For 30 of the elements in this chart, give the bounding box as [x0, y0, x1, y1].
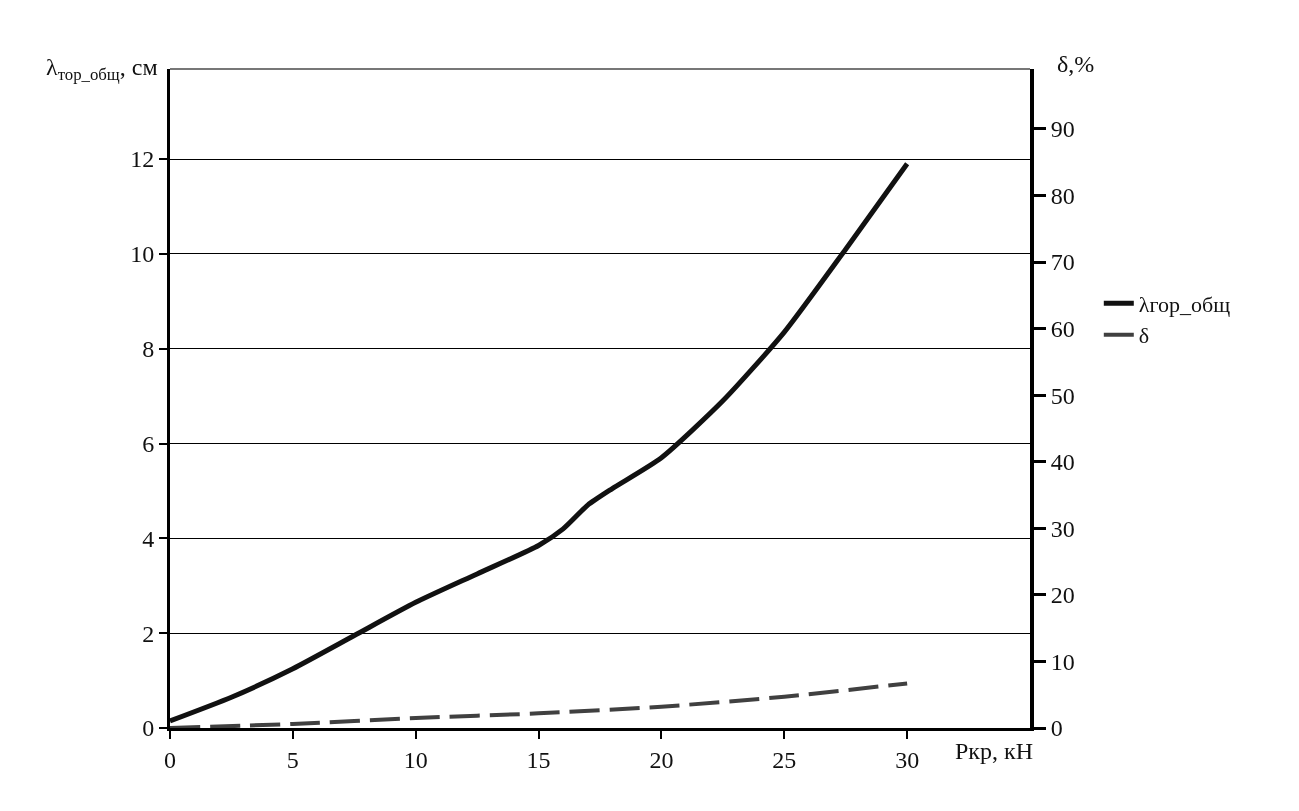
y-tick-label: 8	[142, 336, 155, 363]
legend-label: δ	[1138, 323, 1150, 349]
x-tick-label: 25	[772, 746, 797, 773]
y2-tick-label: 70	[1050, 249, 1075, 276]
y2-tick-label: 30	[1050, 515, 1075, 542]
y2-tick-label: 50	[1050, 382, 1075, 409]
y2-tick-label: 10	[1050, 648, 1075, 675]
y-tick-label: 6	[142, 430, 155, 457]
y-tick-label: 2	[142, 620, 155, 647]
x-tick-label: 20	[649, 746, 674, 773]
y2-axis-title: δ,%	[1057, 51, 1095, 77]
x-axis-title: Ркр, кН	[955, 738, 1033, 764]
y-tick-label: 12	[130, 146, 155, 173]
y2-tick-label: 0	[1050, 715, 1063, 742]
y-tick-label: 4	[142, 525, 155, 552]
x-tick-label: 30	[895, 746, 920, 773]
y-axis-title: λ$_{тор_общ}$, см	[46, 54, 158, 85]
y-tick-label: 10	[130, 241, 155, 268]
x-tick-label: 5	[286, 746, 299, 773]
x-tick-label: 15	[526, 746, 551, 773]
line-series	[170, 681, 910, 728]
y2-tick-label: 40	[1050, 449, 1075, 476]
y2-tick-label: 20	[1050, 582, 1075, 609]
legend-label: λгор_общ	[1138, 291, 1231, 317]
y-tick-label: 0	[142, 715, 155, 742]
y2-tick-label: 80	[1050, 182, 1075, 209]
y2-tick-label: 60	[1050, 316, 1075, 343]
x-tick-label: 10	[403, 746, 428, 773]
y2-tick-label: 90	[1050, 116, 1075, 143]
x-tick-label: 0	[164, 746, 176, 773]
